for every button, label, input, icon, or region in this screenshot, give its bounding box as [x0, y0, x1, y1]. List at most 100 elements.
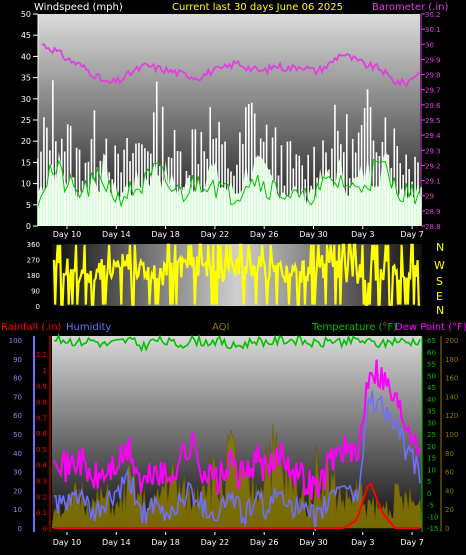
direction-tick-label: 180: [27, 272, 40, 280]
barometer-tick-label: 29.8: [425, 72, 441, 80]
direction-tick-label: 90: [31, 288, 40, 296]
humidity-tick-label: 40: [13, 450, 22, 458]
temperature-tick-label: 15: [427, 455, 436, 463]
climate-x-tick-label: Day 18: [151, 538, 180, 547]
wind-tick-label: 25: [21, 116, 31, 125]
wind-x-tick-label: Day 30: [299, 230, 328, 239]
humidity-line: [53, 390, 421, 531]
legend-aqi: AQI: [212, 322, 230, 333]
aqi-tick-label: 180: [445, 356, 458, 364]
wind-tick-label: 10: [21, 180, 31, 189]
barometer-tick-label: 29.7: [425, 87, 441, 95]
barometer-tick-label: 29.6: [425, 102, 441, 110]
barometer-tick-label: 29: [425, 193, 434, 201]
direction-series: [52, 243, 420, 306]
compass-e: E: [436, 290, 443, 303]
axis-ticks: 5045403530252015105030.230.13029.929.829…: [9, 10, 459, 547]
legend-rainfall: Rainfall (.in): [1, 322, 62, 333]
wind-x-tick-label: Day 18: [151, 230, 180, 239]
temperature-tick-label: 10: [427, 466, 436, 474]
climate-x-tick-label: Day 14: [102, 538, 131, 547]
aqi-tick-label: 40: [445, 487, 454, 495]
direction-tick-label: 0: [36, 303, 40, 311]
aqi-tick-label: 140: [445, 393, 458, 401]
climate-x-tick-label: Day 30: [299, 538, 328, 547]
wind-tick-label: 15: [21, 158, 31, 167]
climate-x-tick-label: Day 22: [201, 538, 230, 547]
rain-tick-label: 0.5: [36, 446, 47, 454]
temperature-tick-label: -10: [427, 513, 438, 521]
rain-tick-label: 0.2: [36, 493, 47, 501]
humidity-tick-label: 60: [13, 412, 22, 420]
barometer-line: [41, 43, 420, 89]
wind-tick-label: 35: [21, 74, 31, 83]
temperature-tick-label: 30: [427, 419, 436, 427]
compass-n-top: N: [436, 241, 444, 254]
chart-title: Current last 30 days June 06 2025: [172, 2, 343, 13]
wind-tick-label: 5: [26, 201, 31, 210]
temperature-tick-label: 25: [427, 431, 436, 439]
wind-x-tick-label: Day 14: [102, 230, 131, 239]
wind-x-tick-label: Day 26: [250, 230, 279, 239]
wind-tick-label: 40: [21, 52, 31, 61]
barometer-tick-label: 29.5: [425, 117, 441, 125]
wind-x-tick-label: Day 22: [201, 230, 230, 239]
temperature-tick-label: 5: [427, 478, 431, 486]
barometer-tick-label: 28.8: [425, 223, 441, 231]
legend-temperature: Temperature (°F): [311, 322, 397, 333]
aqi-tick-label: 60: [445, 469, 454, 477]
direction-tick-label: 270: [27, 257, 40, 265]
rainfall-line: [54, 482, 420, 529]
temperature-tick-label: 45: [427, 384, 436, 392]
aqi-tick-label: 120: [445, 412, 458, 420]
rain-tick-label: 0.6: [36, 430, 48, 438]
barometer-tick-label: 30: [425, 41, 434, 49]
temperature-tick-label: 50: [427, 372, 436, 380]
rain-tick-label: 0.4: [36, 462, 48, 470]
wind-x-tick-label: Day 10: [53, 230, 82, 239]
rain-tick-label: 1.1: [36, 351, 47, 359]
temperature-tick-label: 60: [427, 349, 436, 357]
humidity-tick-label: 20: [13, 487, 22, 495]
wind-x-tick-label: Day 7: [400, 230, 423, 239]
aqi-tick-label: 0: [445, 525, 449, 533]
humidity-tick-label: 90: [13, 356, 22, 364]
barometer-tick-label: 29.3: [425, 147, 441, 155]
dewpoint-line: [53, 359, 421, 500]
rain-tick-label: 1: [43, 367, 47, 375]
temperature-line: [53, 333, 421, 353]
humidity-tick-label: 10: [13, 506, 22, 514]
aqi-tick-label: 100: [445, 431, 458, 439]
temperature-tick-label: 65: [427, 337, 436, 345]
compass-w: W: [434, 259, 445, 272]
climate-series: [51, 333, 423, 531]
humidity-tick-label: 30: [13, 469, 22, 477]
wind-tick-label: 30: [21, 95, 31, 104]
barometer-tick-label: 30.1: [425, 26, 441, 34]
rain-tick-label: 0.3: [36, 478, 47, 486]
legend-humidity: Humidity: [66, 322, 111, 333]
climate-x-tick-label: Day 3: [351, 538, 374, 547]
humidity-tick-label: 80: [13, 375, 22, 383]
rain-tick-label: 0.7: [36, 414, 47, 422]
barometer-series: [41, 43, 420, 89]
compass-s: S: [436, 275, 443, 288]
temperature-tick-label: 55: [427, 361, 436, 369]
wind-series: [37, 80, 422, 226]
aqi-tick-label: 200: [445, 337, 458, 345]
barometer-tick-label: 29.2: [425, 162, 441, 170]
compass-n-bottom: N: [436, 304, 444, 317]
wind-tick-label: 20: [21, 137, 31, 146]
barometer-tick-label: 28.9: [425, 208, 441, 216]
direction-tick-label: 360: [27, 241, 40, 249]
wind-tick-label: 0: [26, 222, 31, 231]
barometer-tick-label: 29.1: [425, 178, 441, 186]
rain-tick-label: 0.9: [36, 383, 47, 391]
temperature-tick-label: -5: [427, 502, 434, 510]
wind-axis-title: Windspeed (mph): [34, 2, 123, 13]
humidity-tick-label: 100: [9, 337, 22, 345]
barometer-tick-label: 30.2: [425, 11, 441, 19]
humidity-tick-label: 50: [13, 431, 22, 439]
aqi-tick-label: 20: [445, 506, 454, 514]
